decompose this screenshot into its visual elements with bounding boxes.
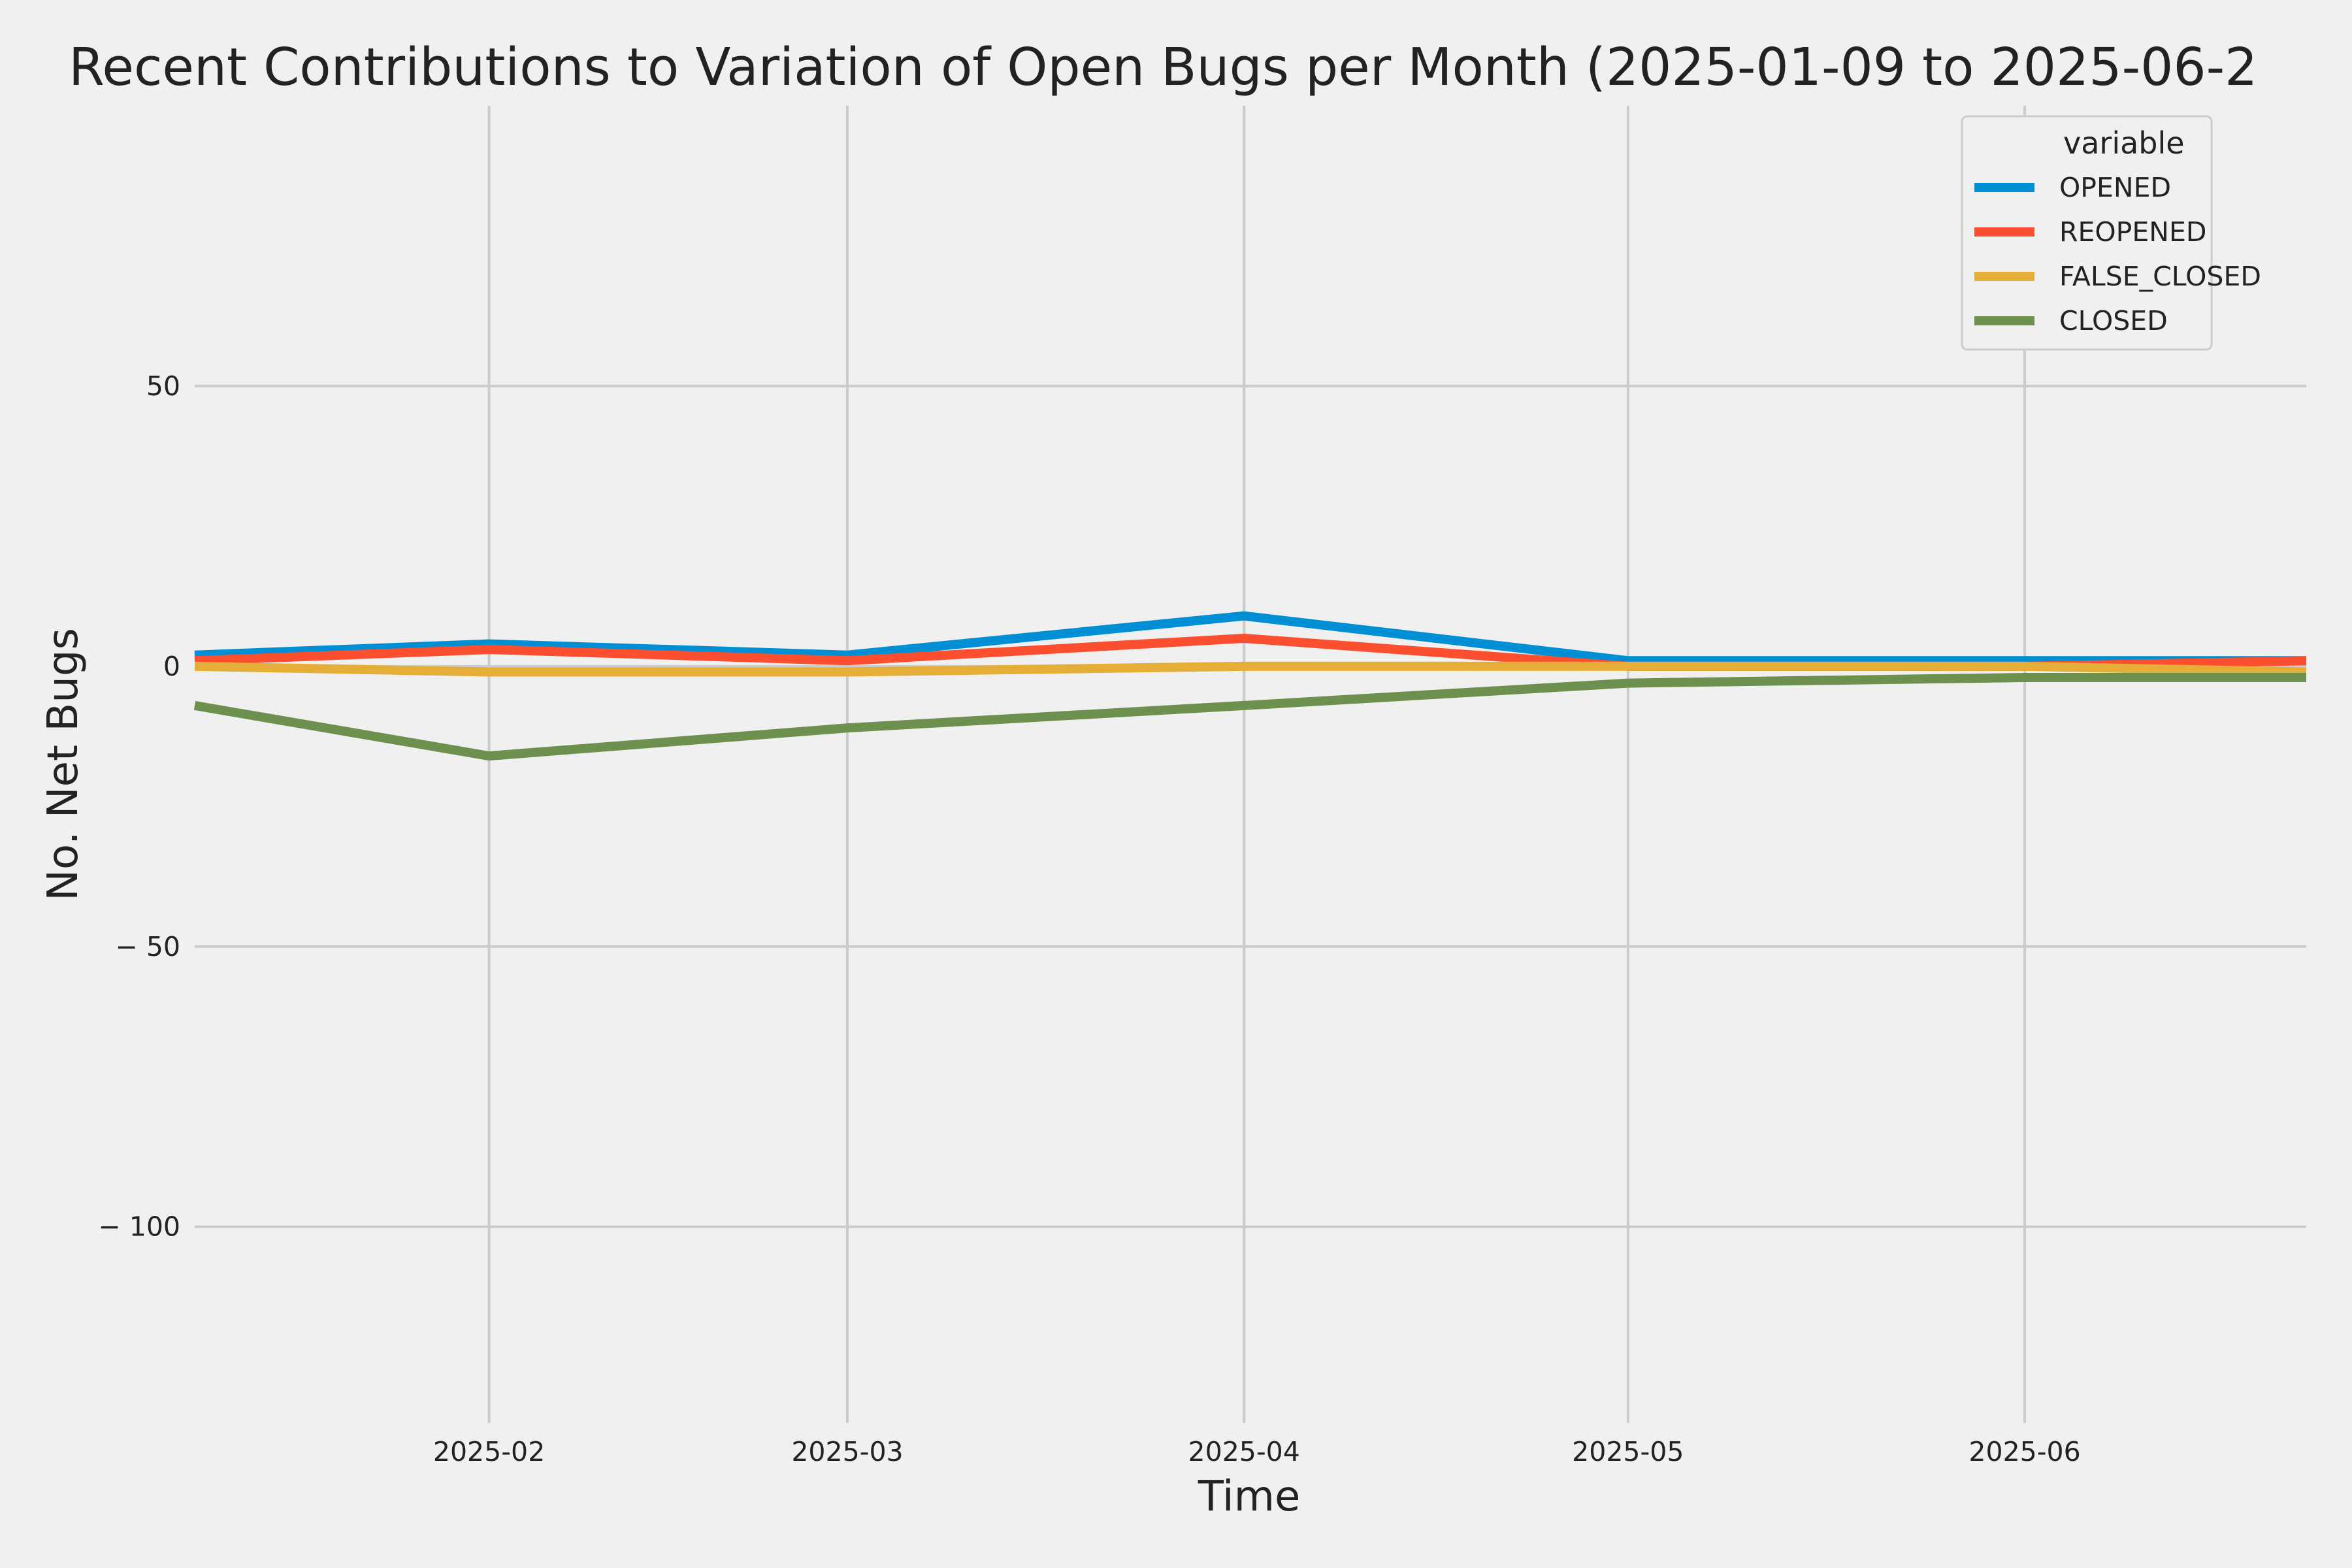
legend-label-reopened: REOPENED <box>2059 216 2206 248</box>
series-line-opened <box>194 611 2306 666</box>
y-axis-label: No. Net Bugs <box>39 628 88 901</box>
legend-box <box>1961 115 2213 351</box>
x-tick-label: 2025-02 <box>433 1436 545 1467</box>
y-tick-label: − 50 <box>115 931 180 962</box>
y-tick-label: 0 <box>163 651 180 682</box>
y-tick-label: − 100 <box>98 1211 180 1243</box>
x-tick-label: 2025-04 <box>1188 1436 1300 1467</box>
legend-label-closed: CLOSED <box>2059 305 2168 336</box>
x-axis-label: Time <box>1198 1473 1301 1521</box>
tick-layer: 50 0 − 50 − 100 2025-02 2025-03 2025-04 2025-05… <box>98 370 2080 1467</box>
legend-label-false-closed: FALSE_CLOSED <box>2059 261 2261 292</box>
x-tick-label: 2025-05 <box>1572 1436 1684 1467</box>
chart-title: Recent Contributions to Variation of Ope… <box>69 37 2257 97</box>
x-tick-label: 2025-03 <box>791 1436 903 1467</box>
legend-label-opened: OPENED <box>2059 172 2171 203</box>
series-layer <box>193 611 2307 761</box>
legend: variable OPENED REOPENED FALSE_CLOSED CLOSE… <box>1961 115 2261 351</box>
x-tick-label: 2025-06 <box>1968 1436 2080 1467</box>
series-line-false-closed <box>194 661 2307 677</box>
series-line-closed <box>193 673 2306 761</box>
legend-title: variable <box>2063 125 2185 161</box>
legend-items: OPENED REOPENED FALSE_CLOSED CLOSED <box>1974 172 2261 336</box>
y-tick-label: 50 <box>146 370 180 402</box>
